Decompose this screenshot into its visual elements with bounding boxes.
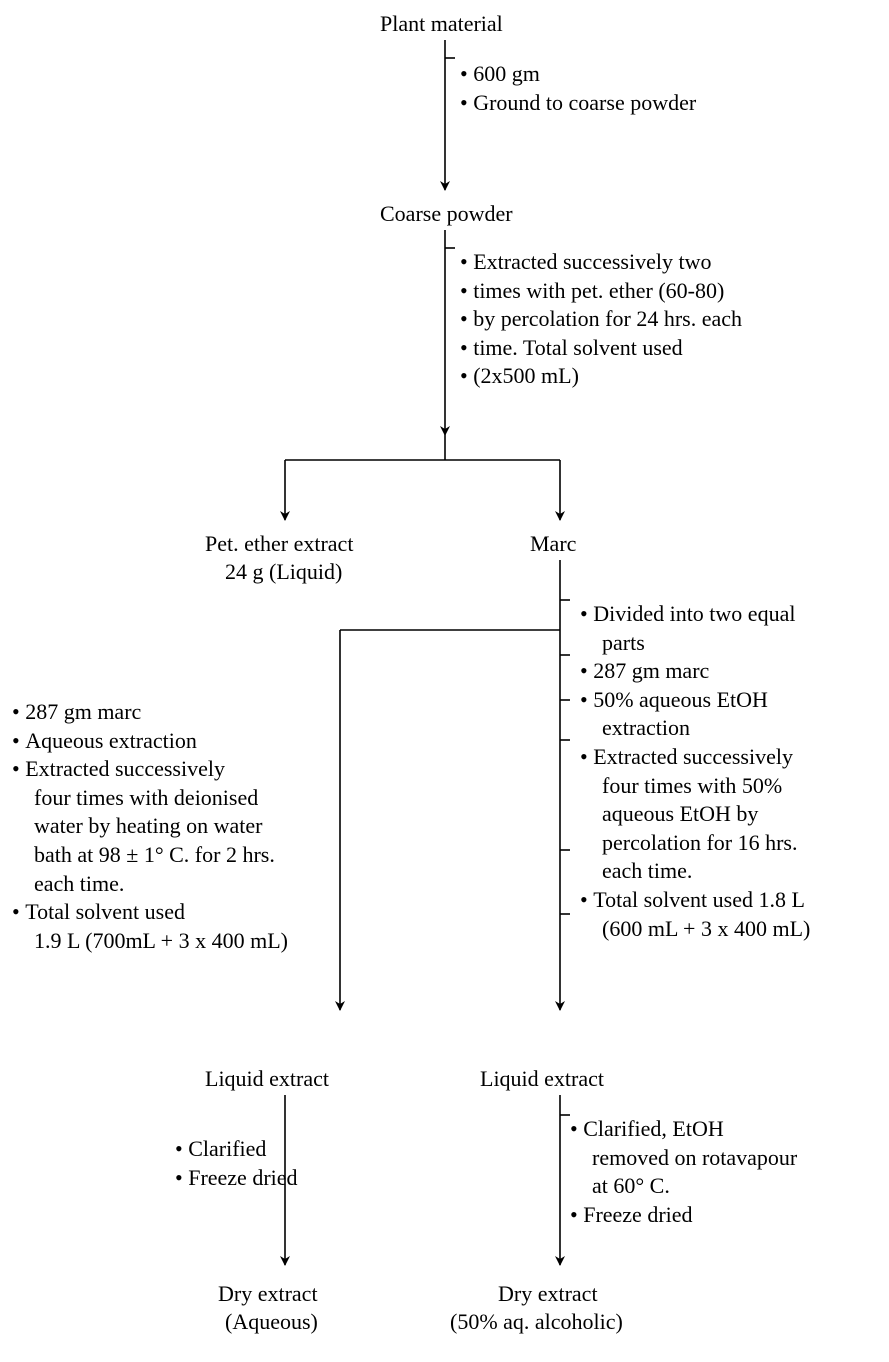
node-liquid-extract-left: Liquid extract xyxy=(205,1065,329,1093)
annot-line: 50% aqueous EtOH xyxy=(602,686,810,715)
annot-line: Freeze dried xyxy=(197,1164,298,1193)
annot-line: four times with 50% xyxy=(602,772,810,801)
annot-line: bath at 98 ± 1° C. for 2 hrs. xyxy=(34,841,288,870)
annot-line: by percolation for 24 hrs. each xyxy=(482,305,742,334)
annot-line: each time. xyxy=(34,870,288,899)
annot-line: Extracted successively xyxy=(34,755,288,784)
annot-line: 287 gm marc xyxy=(602,657,810,686)
node-dry-extract-alc-line1: Dry extract xyxy=(498,1280,598,1308)
node-coarse-powder: Coarse powder xyxy=(380,200,513,228)
annot-line: Clarified xyxy=(197,1135,298,1164)
annot-line: 1.9 L (700mL + 3 x 400 mL) xyxy=(34,927,288,956)
node-pet-ether-extract-line1: Pet. ether extract xyxy=(205,530,353,558)
annot-marc-left: 287 gm marcAqueous extractionExtracted s… xyxy=(12,698,288,955)
annot-line: Aqueous extraction xyxy=(34,727,288,756)
node-dry-extract-aq-line2: (Aqueous) xyxy=(225,1308,318,1336)
annot-step2: Extracted successively twotimes with pet… xyxy=(460,248,742,391)
annot-liquid-right: Clarified, EtOHremoved on rotavapourat 6… xyxy=(570,1115,797,1229)
annot-line: Ground to coarse powder xyxy=(482,89,696,118)
annot-line: Freeze dried xyxy=(592,1201,797,1230)
annot-line: removed on rotavapour xyxy=(592,1144,797,1173)
node-pet-ether-extract-line2: 24 g (Liquid) xyxy=(225,558,342,586)
annot-line: each time. xyxy=(602,857,810,886)
annot-line: at 60° C. xyxy=(592,1172,797,1201)
annot-marc-right: Divided into two equalparts287 gm marc50… xyxy=(580,600,810,943)
annot-line: Total solvent used 1.8 L xyxy=(602,886,810,915)
annot-line: water by heating on water xyxy=(34,812,288,841)
annot-line: (600 mL + 3 x 400 mL) xyxy=(602,915,810,944)
annot-line: four times with deionised xyxy=(34,784,288,813)
annot-line: percolation for 16 hrs. xyxy=(602,829,810,858)
node-plant-material: Plant material xyxy=(380,10,503,38)
annot-line: times with pet. ether (60-80) xyxy=(482,277,742,306)
node-marc: Marc xyxy=(530,530,576,558)
annot-line: 287 gm marc xyxy=(34,698,288,727)
node-liquid-extract-right: Liquid extract xyxy=(480,1065,604,1093)
annot-line: Extracted successively two xyxy=(482,248,742,277)
annot-line: Clarified, EtOH xyxy=(592,1115,797,1144)
annot-liquid-left: ClarifiedFreeze dried xyxy=(175,1135,298,1192)
annot-line: time. Total solvent used xyxy=(482,334,742,363)
annot-line: parts xyxy=(602,629,810,658)
annot-step1: 600 gmGround to coarse powder xyxy=(460,60,696,117)
annot-line: Divided into two equal xyxy=(602,600,810,629)
annot-line: 600 gm xyxy=(482,60,696,89)
annot-line: Extracted successively xyxy=(602,743,810,772)
annot-line: extraction xyxy=(602,714,810,743)
annot-line: aqueous EtOH by xyxy=(602,800,810,829)
node-dry-extract-alc-line2: (50% aq. alcoholic) xyxy=(450,1308,623,1336)
annot-line: (2x500 mL) xyxy=(482,362,742,391)
annot-line: Total solvent used xyxy=(34,898,288,927)
node-dry-extract-aq-line1: Dry extract xyxy=(218,1280,318,1308)
